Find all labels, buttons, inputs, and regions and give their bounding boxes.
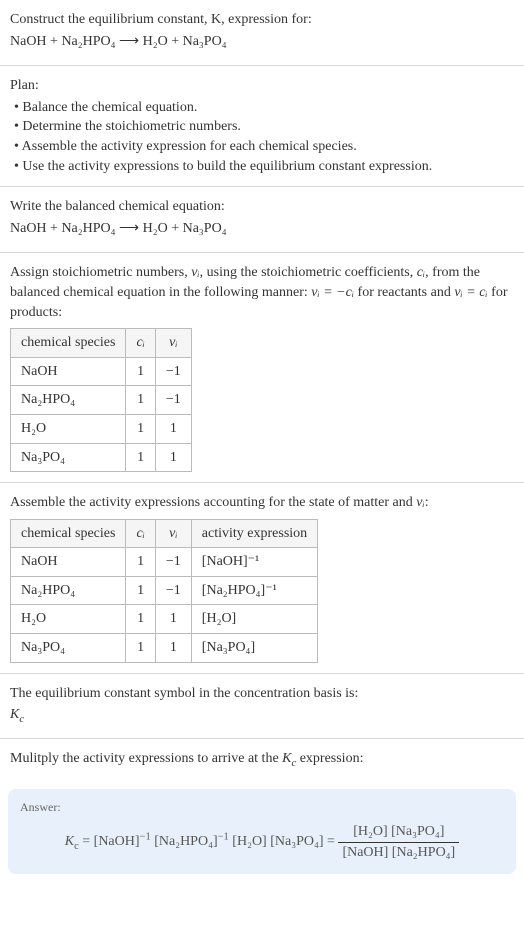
multiply-text-a: Mulitply the activity expressions to arr… [10, 751, 282, 766]
kc-symbol-text: The equilibrium constant symbol in the c… [10, 684, 514, 704]
kc-denominator: [NaOH] [Na₂HPO₄] [338, 843, 459, 863]
cell-species: Na₂HPO₄ [11, 576, 126, 605]
cell-nui: 1 [155, 605, 191, 634]
table-row: H₂O 1 1 [H₂O] [11, 605, 318, 634]
multiply-text-b: expression: [296, 751, 363, 766]
table-row: Na₃PO₄ 1 1 [11, 443, 192, 472]
balanced-eq-section: Write the balanced chemical equation: Na… [0, 187, 524, 253]
cell-species: H₂O [11, 605, 126, 634]
cell-nui: −1 [155, 357, 191, 386]
th-nui: νᵢ [155, 329, 191, 358]
table-header-row: chemical species cᵢ νᵢ [11, 329, 192, 358]
th-activity: activity expression [191, 519, 317, 548]
cell-activity: [H₂O] [191, 605, 317, 634]
cell-species: Na₃PO₄ [11, 634, 126, 663]
stoich-text: Assign stoichiometric numbers, νᵢ, using… [10, 263, 514, 322]
cell-ci: 1 [126, 548, 155, 577]
cell-activity: [Na₃PO₄] [191, 634, 317, 663]
cell-activity: [NaOH]⁻¹ [191, 548, 317, 577]
kc-fraction: [H₂O] [Na₃PO₄] [NaOH] [Na₂HPO₄] [338, 822, 459, 862]
kc-symbol-section: The equilibrium constant symbol in the c… [0, 674, 524, 739]
prompt-line: Construct the equilibrium constant, K, e… [10, 10, 514, 30]
multiply-text: Mulitply the activity expressions to arr… [10, 749, 514, 771]
th-species: chemical species [11, 329, 126, 358]
table-row: Na₂HPO₄ 1 −1 [11, 386, 192, 415]
activity-text-colon: : [425, 495, 429, 510]
multiply-section: Mulitply the activity expressions to arr… [0, 739, 524, 783]
stoich-text-a: Assign stoichiometric numbers, [10, 265, 191, 280]
activity-table: chemical species cᵢ νᵢ activity expressi… [10, 519, 318, 663]
plan-heading: Plan: [10, 76, 514, 96]
table-header-row: chemical species cᵢ νᵢ activity expressi… [11, 519, 318, 548]
th-ci: cᵢ [126, 519, 155, 548]
cell-ci: 1 [126, 414, 155, 443]
kc-numerator: [H₂O] [Na₃PO₄] [338, 822, 459, 843]
plan-bullet: • Assemble the activity expression for e… [14, 137, 514, 157]
kc-inline: Kc [282, 751, 296, 766]
cell-ci: 1 [126, 634, 155, 663]
table-row: Na₃PO₄ 1 1 [Na₃PO₄] [11, 634, 318, 663]
eq-prod: νᵢ = cᵢ [454, 285, 487, 300]
table-row: NaOH 1 −1 [11, 357, 192, 386]
cell-species: Na₂HPO₄ [11, 386, 126, 415]
plan-bullet: • Balance the chemical equation. [14, 98, 514, 118]
stoich-table: chemical species cᵢ νᵢ NaOH 1 −1 Na₂HPO₄… [10, 328, 192, 472]
cell-activity: [Na₂HPO₄]⁻¹ [191, 576, 317, 605]
prompt-text-1: Construct the equilibrium constant, K, e… [10, 12, 312, 27]
cell-nui: −1 [155, 576, 191, 605]
answer-box: Answer: Kc = [NaOH]−1 [Na₂HPO₄]−1 [H₂O] … [8, 789, 516, 874]
activity-heading: Assemble the activity expressions accoun… [10, 493, 514, 513]
activity-section: Assemble the activity expressions accoun… [0, 483, 524, 674]
cell-nui: 1 [155, 634, 191, 663]
answer-label: Answer: [20, 799, 504, 816]
balanced-eq-heading: Write the balanced chemical equation: [10, 197, 514, 217]
cell-species: Na₃PO₄ [11, 443, 126, 472]
th-ci: cᵢ [126, 329, 155, 358]
cell-nui: −1 [155, 548, 191, 577]
cell-species: NaOH [11, 357, 126, 386]
kc-lhs: Kc = [NaOH]−1 [Na₂HPO₄]−1 [H₂O] [Na₃PO₄]… [65, 834, 339, 849]
th-nui: νᵢ [155, 519, 191, 548]
plan-bullet: • Determine the stoichiometric numbers. [14, 117, 514, 137]
activity-text-a: Assemble the activity expressions accoun… [10, 495, 416, 510]
reaction-equation: NaOH + Na₂HPO₄ ⟶ H₂O + Na₃PO₄ [10, 32, 514, 52]
table-row: NaOH 1 −1 [NaOH]⁻¹ [11, 548, 318, 577]
kc-expression: Kc = [NaOH]−1 [Na₂HPO₄]−1 [H₂O] [Na₃PO₄]… [20, 822, 504, 862]
nu-i: νᵢ [191, 265, 199, 280]
c-i: cᵢ [417, 265, 425, 280]
cell-ci: 1 [126, 443, 155, 472]
cell-species: H₂O [11, 414, 126, 443]
kc-symbol: Kc [10, 705, 514, 727]
nu-i: νᵢ [416, 495, 424, 510]
plan-section: Plan: • Balance the chemical equation. •… [0, 66, 524, 187]
cell-ci: 1 [126, 386, 155, 415]
plan-bullet: • Use the activity expressions to build … [14, 157, 514, 177]
eq-react: νᵢ = −cᵢ [311, 285, 354, 300]
prompt-section: Construct the equilibrium constant, K, e… [0, 0, 524, 66]
cell-ci: 1 [126, 357, 155, 386]
cell-species: NaOH [11, 548, 126, 577]
cell-nui: 1 [155, 443, 191, 472]
stoich-section: Assign stoichiometric numbers, νᵢ, using… [0, 253, 524, 483]
cell-ci: 1 [126, 576, 155, 605]
table-row: H₂O 1 1 [11, 414, 192, 443]
balanced-equation: NaOH + Na₂HPO₄ ⟶ H₂O + Na₃PO₄ [10, 219, 514, 239]
cell-nui: 1 [155, 414, 191, 443]
table-row: Na₂HPO₄ 1 −1 [Na₂HPO₄]⁻¹ [11, 576, 318, 605]
cell-ci: 1 [126, 605, 155, 634]
stoich-text-b: , using the stoichiometric coefficients, [200, 265, 417, 280]
cell-nui: −1 [155, 386, 191, 415]
stoich-text-d: for reactants and [354, 285, 454, 300]
th-species: chemical species [11, 519, 126, 548]
